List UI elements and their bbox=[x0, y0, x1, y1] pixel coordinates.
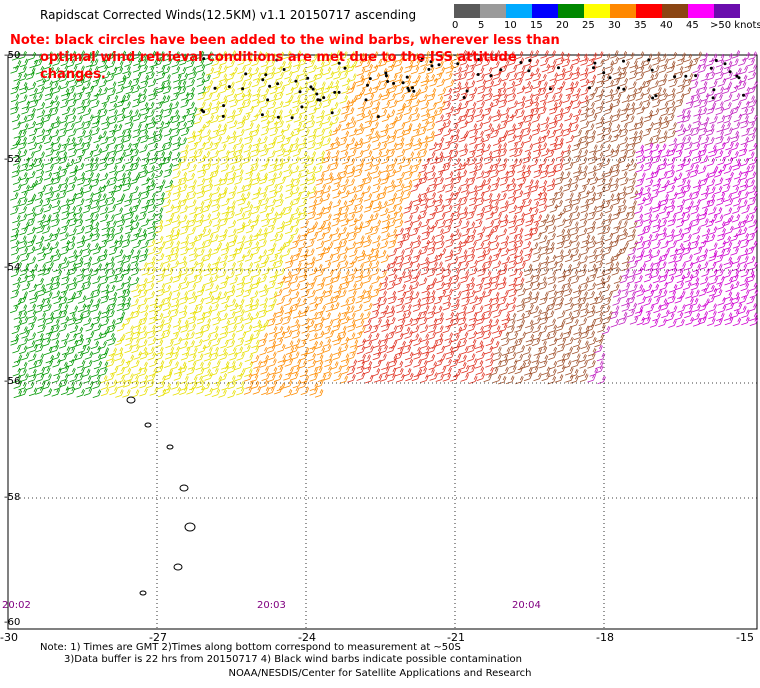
legend-label: 35 bbox=[634, 20, 647, 31]
island-outline bbox=[139, 590, 147, 596]
lon-tick-label: -24 bbox=[298, 631, 316, 644]
legend-label: 30 bbox=[608, 20, 621, 31]
credit-line: NOAA/NESDIS/Center for Satellite Applica… bbox=[228, 668, 532, 679]
island-outline bbox=[173, 563, 183, 571]
lon-tick-label: -27 bbox=[149, 631, 167, 644]
note-line-1: Note: black circles have been added to t… bbox=[10, 33, 560, 48]
legend-swatch bbox=[714, 4, 740, 18]
lon-tick-label: -15 bbox=[736, 631, 754, 644]
legend-swatch bbox=[636, 4, 662, 18]
legend-label: 5 bbox=[478, 20, 485, 31]
legend-swatch bbox=[662, 4, 688, 18]
legend-swatch bbox=[532, 4, 558, 18]
legend-swatch bbox=[688, 4, 714, 18]
lat-lon-grid bbox=[8, 55, 757, 629]
wind-barb-group bbox=[99, 49, 358, 399]
wind-barbs bbox=[9, 49, 759, 399]
island-outline bbox=[144, 422, 152, 428]
plot-frame bbox=[7, 54, 758, 630]
legend-swatch bbox=[610, 4, 636, 18]
legend-label: 0 bbox=[452, 20, 459, 31]
red-warning-note: Note: black circles have been added to t… bbox=[10, 32, 570, 83]
legend-swatch bbox=[454, 4, 480, 18]
wind-barb-group bbox=[587, 50, 758, 385]
legend-label: 10 bbox=[504, 20, 517, 31]
footnote: Note: 1) Times are GMT 2)Times along bot… bbox=[40, 642, 522, 666]
legend-swatch bbox=[558, 4, 584, 18]
lon-tick-label: -21 bbox=[447, 631, 465, 644]
wind-barb-group bbox=[243, 50, 461, 398]
wind-barb-group bbox=[346, 49, 604, 384]
legend-color-bar bbox=[454, 4, 740, 18]
wind-barb-group bbox=[483, 50, 702, 385]
legend-label: 20 bbox=[556, 20, 569, 31]
island-outline bbox=[166, 444, 174, 450]
island-outline bbox=[126, 396, 136, 404]
legend-swatch bbox=[506, 4, 532, 18]
legend-label: 40 bbox=[660, 20, 673, 31]
island-outline bbox=[184, 522, 196, 532]
map-title: Rapidscat Corrected Winds(12.5KM) v1.1 2… bbox=[40, 8, 417, 22]
wind-speed-legend: 0 5 10 15 20 25 30 35 40 45 >50 knots bbox=[452, 4, 760, 34]
note-line-2: optimal wind retrieval conditions are me… bbox=[40, 50, 517, 82]
legend-labels: 0 5 10 15 20 25 30 35 40 45 >50 knots bbox=[452, 18, 760, 32]
lon-tick-label: -30 bbox=[0, 631, 18, 644]
lon-tick-label: -18 bbox=[596, 631, 614, 644]
lat-tick-label: -50 bbox=[4, 50, 21, 61]
wind-barb-group bbox=[9, 50, 214, 399]
time-label-1: 20:02 bbox=[2, 600, 31, 611]
legend-swatch bbox=[480, 4, 506, 18]
legend-swatch bbox=[584, 4, 610, 18]
lat-tick-label: -54 bbox=[4, 262, 21, 273]
legend-label: 45 bbox=[686, 20, 699, 31]
legend-label: >50 knots bbox=[710, 20, 760, 31]
legend-label: 15 bbox=[530, 20, 543, 31]
island-outline bbox=[179, 484, 189, 492]
lat-tick-label: -58 bbox=[4, 492, 21, 503]
time-label-2: 20:03 bbox=[257, 600, 286, 611]
lat-tick-label: -56 bbox=[4, 376, 21, 387]
time-label-3: 20:04 bbox=[512, 600, 541, 611]
legend-label: 25 bbox=[582, 20, 595, 31]
lat-tick-label: -60 bbox=[4, 617, 21, 628]
island-outlines bbox=[126, 396, 196, 596]
footnote-line-2: 3)Data buffer is 22 hrs from 20150717 4)… bbox=[64, 654, 522, 665]
lat-tick-label: -52 bbox=[4, 154, 21, 165]
footnote-line-1: Note: 1) Times are GMT 2)Times along bot… bbox=[40, 642, 461, 653]
wind-barb-group bbox=[634, 141, 759, 328]
